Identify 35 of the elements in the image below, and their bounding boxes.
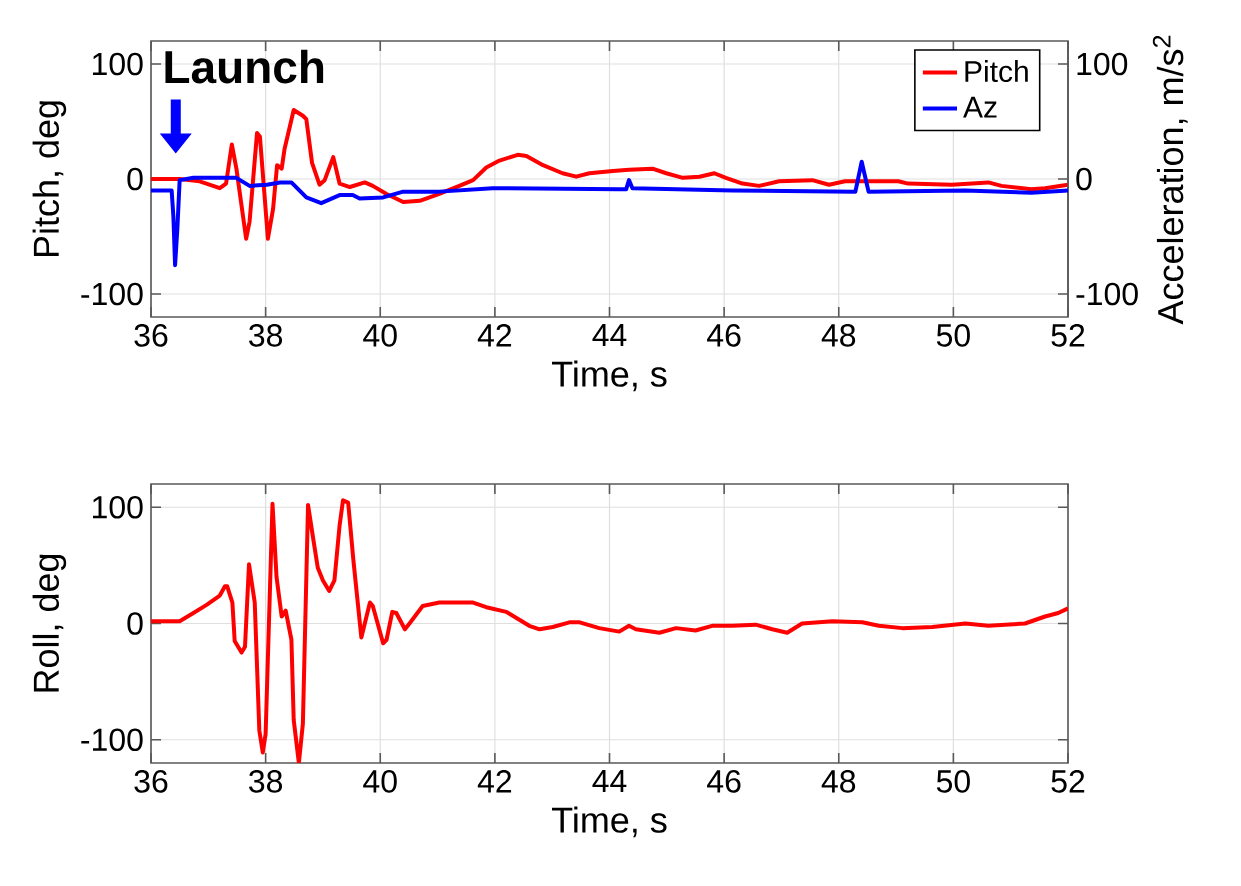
- x-axis-title: Time, s: [551, 806, 667, 838]
- x-tick-label: 42: [477, 324, 512, 347]
- x-tick-label: 38: [249, 770, 283, 793]
- x-tick-label: 46: [707, 324, 741, 347]
- x-tick-label: 46: [707, 770, 741, 793]
- y-tick-label: 100: [92, 52, 143, 76]
- y2-tick-label: 100: [1077, 52, 1128, 76]
- x-tick-label: 40: [363, 324, 397, 347]
- x-tick-label: 40: [363, 770, 397, 793]
- y2-tick-label: -100: [1076, 282, 1138, 306]
- annotation: Launch: [165, 49, 324, 84]
- y-tick-label: 100: [92, 495, 143, 519]
- y-axis-title: Roll, deg: [32, 554, 67, 692]
- x-axis-title: Time, s: [551, 360, 667, 392]
- x-tick-label: 36: [134, 770, 168, 793]
- x-tick-label: 48: [821, 770, 856, 793]
- x-tick-label: 50: [936, 770, 970, 793]
- legend-label: Az: [963, 96, 997, 118]
- x-tick-label: 44: [592, 324, 627, 347]
- y2-tick-label: 0: [1076, 167, 1092, 191]
- y-tick-label: -100: [81, 282, 143, 306]
- x-tick-label: 38: [249, 324, 283, 347]
- y-tick-label: 0: [127, 167, 143, 191]
- x-tick-label: 52: [1051, 770, 1085, 793]
- y2-axis-title: Acceleration, m/s$^{2}$: [1152, 35, 1188, 325]
- x-tick-label: 52: [1051, 324, 1085, 347]
- x-tick-label: 44: [592, 770, 627, 793]
- x-tick-label: 42: [477, 770, 512, 793]
- y-axis-title: Pitch, deg: [32, 101, 67, 257]
- y-tick-label: -100: [81, 728, 143, 752]
- legend-label: Pitch: [965, 60, 1028, 83]
- x-tick-label: 48: [821, 324, 856, 347]
- x-tick-label: 50: [936, 324, 970, 347]
- y-tick-label: 0: [127, 612, 143, 635]
- x-tick-label: 36: [134, 324, 168, 347]
